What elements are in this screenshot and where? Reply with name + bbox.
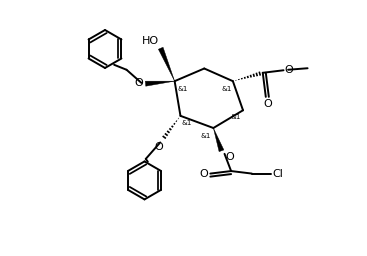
Text: O: O <box>284 65 293 75</box>
Text: O: O <box>135 78 143 88</box>
Polygon shape <box>145 81 175 86</box>
Polygon shape <box>159 47 175 81</box>
Text: Cl: Cl <box>272 169 283 179</box>
Text: &1: &1 <box>221 86 232 92</box>
Text: O: O <box>225 152 234 162</box>
Text: &1: &1 <box>182 120 192 126</box>
Text: &1: &1 <box>200 133 211 138</box>
Text: O: O <box>263 99 272 109</box>
Text: O: O <box>199 169 208 179</box>
Text: &1: &1 <box>230 114 241 120</box>
Polygon shape <box>213 128 224 152</box>
Text: &1: &1 <box>177 86 188 92</box>
Text: O: O <box>155 142 163 152</box>
Text: HO: HO <box>142 36 159 46</box>
